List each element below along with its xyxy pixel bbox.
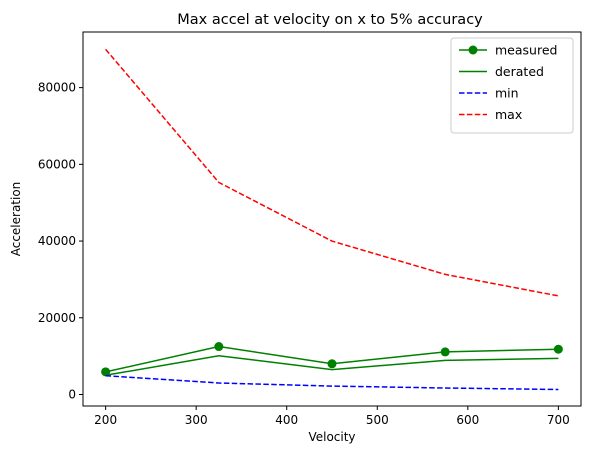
series-line-min (105, 374, 559, 391)
x-axis: 200 300 400 500 600 700 (94, 406, 570, 427)
x-tick-label: 400 (275, 413, 298, 427)
x-tick-label: 600 (456, 413, 479, 427)
series-layer (101, 48, 563, 391)
series-line-max (105, 48, 559, 297)
y-axis-label: Acceleration (9, 182, 23, 257)
x-tick-label: 500 (366, 413, 389, 427)
series-line-derated (105, 354, 559, 377)
y-tick-label: 0 (68, 387, 76, 401)
plot-frame (82, 31, 582, 407)
legend: measured derated min max (450, 37, 574, 134)
y-tick-label: 40000 (38, 234, 76, 248)
legend-marker-measured (468, 45, 478, 55)
legend-label-measured: measured (495, 43, 557, 58)
x-tick-label: 700 (547, 413, 570, 427)
data-point-measured (440, 347, 450, 357)
data-point-measured (101, 367, 111, 377)
data-point-measured (327, 359, 337, 369)
x-tick-label: 200 (94, 413, 117, 427)
y-tick-label: 20000 (38, 311, 76, 325)
data-point-measured (553, 344, 563, 354)
legend-label-derated: derated (495, 64, 544, 79)
x-axis-label: Velocity (308, 430, 355, 444)
y-tick-label: 60000 (38, 157, 76, 171)
data-point-measured (214, 342, 224, 352)
legend-box (450, 37, 574, 134)
y-axis: 0 20000 40000 60000 80000 (38, 81, 83, 401)
chart-title: Max accel at velocity on x to 5% accurac… (177, 12, 483, 28)
y-tick-label: 80000 (38, 81, 76, 95)
legend-label-max: max (495, 107, 522, 122)
legend-label-min: min (495, 86, 519, 101)
x-tick-label: 300 (185, 413, 208, 427)
